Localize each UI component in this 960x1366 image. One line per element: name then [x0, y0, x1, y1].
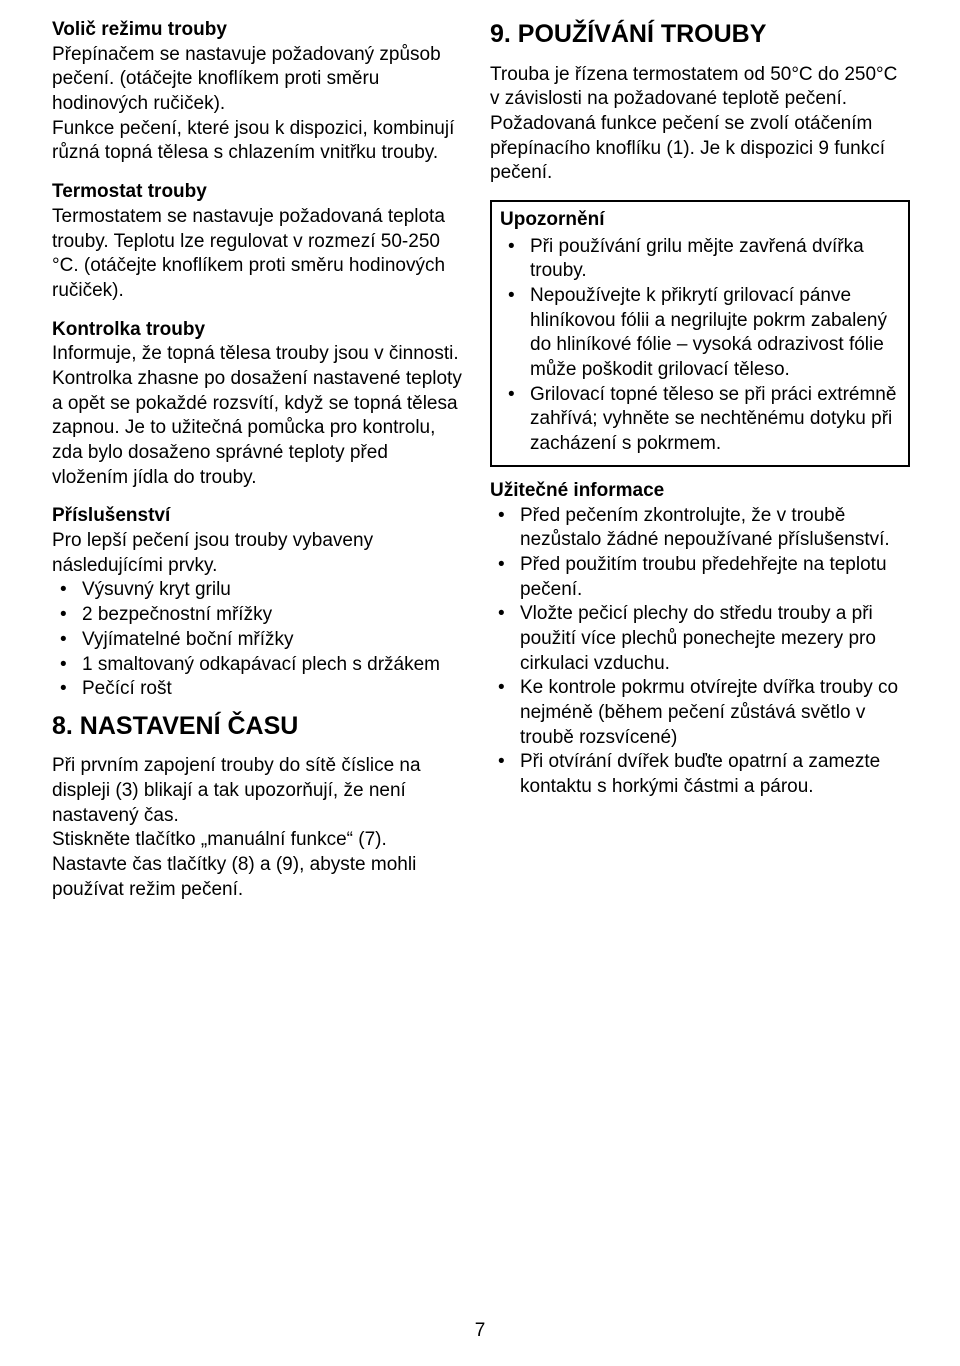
- list-item: Výsuvný kryt grilu: [52, 578, 462, 603]
- page: Volič režimu trouby Přepínačem se nastav…: [0, 0, 960, 1366]
- list-item: Pečící rošt: [52, 677, 462, 702]
- paragraph: Přepínačem se nastavuje požadovaný způso…: [52, 43, 462, 117]
- list-item: Při otvírání dvířek buďte opatrní a zame…: [490, 750, 910, 799]
- accessories-list: Výsuvný kryt grilu 2 bezpečnostní mřížky…: [52, 578, 462, 701]
- useful-list: Před pečením zkontrolujte, že v troubě n…: [490, 504, 910, 800]
- paragraph: Informuje, že topná tělesa trouby jsou v…: [52, 342, 462, 490]
- list-item: Vyjímatelné boční mřížky: [52, 628, 462, 653]
- section-accessories: Příslušenství Pro lepší pečení jsou trou…: [52, 504, 462, 702]
- heading-9: 9. POUŽÍVÁNÍ TROUBY: [490, 18, 910, 51]
- title-useful-info: Užitečné informace: [490, 479, 910, 504]
- right-column: 9. POUŽÍVÁNÍ TROUBY Trouba je řízena ter…: [490, 18, 910, 917]
- section-intro: Trouba je řízena termostatem od 50°C do …: [490, 63, 910, 186]
- list-item: Vložte pečicí plechy do středu trouby a …: [490, 602, 910, 676]
- warning-box: Upozornění Při používání grilu mějte zav…: [490, 200, 910, 467]
- paragraph: Funkce pečení, které jsou k dispozici, k…: [52, 117, 462, 166]
- page-number: 7: [0, 1320, 960, 1342]
- list-item: Před použitím troubu předehřejte na tepl…: [490, 553, 910, 602]
- section-thermostat: Termostat trouby Termostatem se nastavuj…: [52, 180, 462, 303]
- paragraph: Stiskněte tlačítko „manuální funkce“ (7)…: [52, 828, 462, 902]
- columns: Volič režimu trouby Přepínačem se nastav…: [52, 18, 920, 917]
- list-item: Nepoužívejte k přikrytí grilovací pánve …: [500, 284, 900, 383]
- heading-8: 8. NASTAVENÍ ČASU: [52, 710, 462, 743]
- section-indicator: Kontrolka trouby Informuje, že topná těl…: [52, 318, 462, 491]
- section-useful-info: Užitečné informace Před pečením zkontrol…: [490, 479, 910, 800]
- title-thermostat: Termostat trouby: [52, 180, 462, 205]
- title-mode-selector: Volič režimu trouby: [52, 18, 462, 43]
- paragraph: Termostatem se nastavuje požadovaná tepl…: [52, 205, 462, 304]
- list-item: 2 bezpečnostní mřížky: [52, 603, 462, 628]
- title-accessories: Příslušenství: [52, 504, 462, 529]
- list-item: 1 smaltovaný odkapávací plech s držákem: [52, 653, 462, 678]
- list-item: Ke kontrole pokrmu otvírejte dvířka trou…: [490, 676, 910, 750]
- paragraph: Trouba je řízena termostatem od 50°C do …: [490, 63, 910, 186]
- list-item: Před pečením zkontrolujte, že v troubě n…: [490, 504, 910, 553]
- paragraph: Při prvním zapojení trouby do sítě čísli…: [52, 754, 462, 828]
- list-item: Při používání grilu mějte zavřená dvířka…: [500, 235, 900, 284]
- list-item: Grilovací topné těleso se při práci extr…: [500, 383, 900, 457]
- title-indicator: Kontrolka trouby: [52, 318, 462, 343]
- paragraph: Pro lepší pečení jsou trouby vybaveny ná…: [52, 529, 462, 578]
- left-column: Volič režimu trouby Přepínačem se nastav…: [52, 18, 462, 917]
- title-warning: Upozornění: [500, 208, 900, 233]
- section-time-setting: Při prvním zapojení trouby do sítě čísli…: [52, 754, 462, 902]
- section-mode-selector: Volič režimu trouby Přepínačem se nastav…: [52, 18, 462, 166]
- warning-list: Při používání grilu mějte zavřená dvířka…: [500, 235, 900, 457]
